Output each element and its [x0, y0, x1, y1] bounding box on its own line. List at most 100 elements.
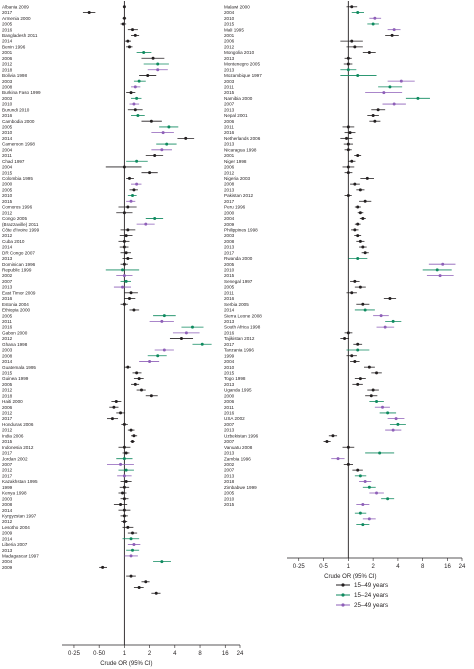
row-label: 2013	[224, 382, 235, 387]
or-point	[356, 342, 360, 346]
or-point	[363, 480, 367, 484]
or-point	[371, 388, 375, 392]
forest-row: 2006	[224, 119, 381, 124]
row-label: 2014	[2, 136, 13, 141]
forest-row: 2013	[2, 285, 132, 290]
or-point	[122, 302, 126, 306]
or-point	[346, 331, 350, 335]
row-label: 2012	[2, 411, 13, 416]
legend-label: 15–49 years	[354, 582, 388, 589]
row-label: 2000	[224, 210, 235, 215]
or-point	[165, 142, 169, 146]
forest-row: 2002	[224, 462, 354, 467]
row-label: Liberia 2007	[2, 542, 28, 547]
or-point	[124, 251, 128, 255]
or-point	[179, 337, 183, 341]
row-label: 2013	[224, 428, 235, 433]
or-point	[121, 22, 125, 26]
forest-row: 2016	[2, 27, 138, 32]
or-point	[353, 279, 357, 283]
or-point	[122, 239, 126, 243]
forest-row: 2007	[224, 439, 331, 444]
x-tick-label: 24	[459, 564, 466, 570]
or-point	[122, 274, 126, 278]
forest-row: (Brazzaville) 2011	[2, 222, 155, 227]
extra-marker	[126, 574, 136, 578]
forest-row: 2012	[2, 336, 194, 341]
forest-row: Zimbabwe 1999	[224, 485, 376, 490]
or-point	[124, 279, 128, 283]
x-tick-label: 16	[444, 564, 451, 570]
forest-row: Vanuatu 2008	[224, 445, 355, 450]
row-label: 2012	[2, 519, 13, 524]
forest-row: 2004	[2, 559, 171, 564]
forest-row: 2013	[224, 319, 402, 324]
or-point	[416, 96, 420, 100]
forest-row: 2005	[224, 285, 366, 290]
forest-row: 2015	[2, 370, 142, 375]
row-label: 2017	[2, 473, 13, 478]
forest-row: 2018	[2, 393, 158, 398]
forest-row: Madagascar 1997	[2, 554, 138, 559]
row-label: 2006	[224, 399, 235, 404]
forest-row: 2000	[224, 210, 364, 215]
or-point	[122, 262, 126, 266]
row-label: 2013	[224, 67, 235, 72]
extra-marker	[356, 523, 370, 527]
forest-row: 2005	[2, 382, 140, 387]
row-label: South Africa 1998	[224, 325, 261, 330]
or-point	[336, 457, 340, 461]
forest-row: 2007	[2, 279, 132, 284]
or-point	[363, 199, 367, 203]
legend: 15–49 years 15–24 years 25–49 years	[336, 582, 388, 609]
row-label: 2011	[224, 405, 234, 410]
forest-row: 2017	[2, 10, 96, 15]
legend-item-15-49: 15–49 years	[336, 582, 388, 589]
x-tick-label: 24	[237, 651, 244, 657]
row-label: 2010	[2, 102, 13, 107]
row-label: 2014	[2, 508, 13, 513]
or-point	[356, 73, 360, 77]
row-label: Gabon 2000	[2, 330, 28, 335]
or-point	[121, 285, 125, 289]
forest-row: Pakistan 2012	[224, 193, 352, 198]
or-point	[126, 228, 130, 232]
or-point	[346, 62, 350, 66]
row-label: 2003	[224, 79, 235, 84]
row-label: Guinea 1999	[2, 376, 29, 381]
or-point	[363, 308, 367, 312]
or-point	[184, 136, 188, 140]
or-point	[112, 405, 116, 409]
row-label: 2009	[2, 531, 13, 536]
or-point	[131, 440, 135, 444]
or-point	[131, 531, 135, 535]
x-tick-label: 0·5	[319, 564, 328, 570]
row-label: 2005	[224, 285, 235, 290]
forest-row: 2007	[224, 468, 363, 473]
row-label: 2011	[224, 290, 234, 295]
row-label: 2007	[2, 462, 13, 467]
row-label: Benin 1996	[2, 44, 26, 49]
or-point	[144, 222, 148, 226]
row-label: 2007	[224, 102, 235, 107]
forest-row: 2004	[2, 147, 172, 152]
legend-label: 25–49 years	[354, 602, 388, 609]
or-point	[363, 251, 367, 255]
forest-row: Nigeria 2003	[224, 176, 375, 181]
forest-row: Senegal 1997	[224, 279, 360, 284]
row-label: 2001	[2, 50, 13, 55]
or-point	[367, 485, 371, 489]
row-label: Niger 1998	[224, 159, 247, 164]
or-point	[131, 194, 135, 198]
or-point	[356, 222, 360, 226]
row-label: Netherlands 2006	[224, 136, 261, 141]
forest-row: 2014	[224, 308, 375, 313]
or-point	[87, 11, 91, 15]
forest-row: 2003	[2, 348, 174, 353]
row-label: 2008	[2, 84, 13, 89]
x-axis-label: Crude OR (95% CI)	[100, 661, 152, 667]
row-label: 2013	[224, 319, 235, 324]
row-label: 2013	[2, 285, 13, 290]
